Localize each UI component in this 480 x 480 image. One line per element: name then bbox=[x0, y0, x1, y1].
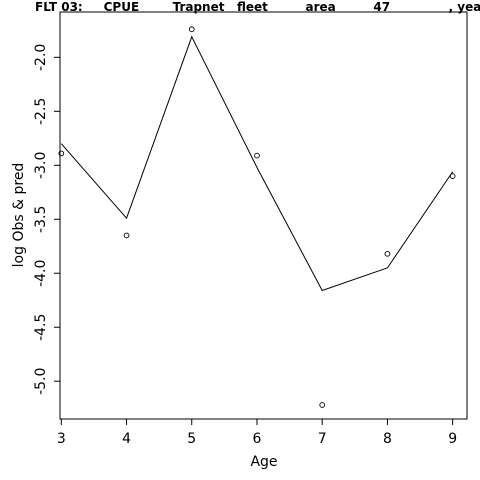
observed-point bbox=[449, 173, 456, 179]
x-tick-label: 5 bbox=[187, 431, 196, 447]
predicted-line bbox=[60, 35, 454, 292]
x-tick-label: 7 bbox=[318, 431, 327, 447]
observed-points bbox=[58, 26, 456, 408]
observed-point bbox=[319, 402, 326, 408]
y-tick-label: -4.0 bbox=[33, 260, 49, 287]
plot-frame bbox=[59, 11, 468, 420]
y-axis: -2.0 -2.5 -3.0 -3.5 -4.0 -4.5 -5.0 bbox=[33, 44, 60, 395]
y-tick-label: -3.5 bbox=[33, 206, 49, 233]
x-tick-label: 8 bbox=[383, 431, 392, 447]
y-tick-label: -2.0 bbox=[33, 44, 49, 71]
y-tick-label: -5.0 bbox=[33, 368, 49, 395]
x-tick-label: 9 bbox=[448, 431, 457, 447]
observed-point bbox=[123, 232, 130, 239]
x-tick-label: 6 bbox=[253, 431, 262, 447]
x-tick-label: 3 bbox=[57, 431, 66, 447]
observed-point bbox=[254, 152, 260, 159]
observed-point bbox=[58, 150, 65, 157]
chart-title: FLT 03: CPUE Trapnet fleet area 47 , yea… bbox=[35, 0, 480, 14]
y-axis-title: log Obs & pred bbox=[11, 163, 27, 268]
x-axis: 3 4 5 6 7 8 9 bbox=[57, 419, 457, 447]
x-tick-label: 4 bbox=[122, 431, 131, 447]
observed-point bbox=[188, 26, 195, 33]
y-tick-label: -4.5 bbox=[33, 314, 49, 341]
observed-point bbox=[384, 250, 391, 257]
y-tick-label: -2.5 bbox=[33, 98, 49, 125]
x-axis-title: Age bbox=[250, 454, 277, 470]
y-tick-label: -3.0 bbox=[33, 152, 49, 179]
